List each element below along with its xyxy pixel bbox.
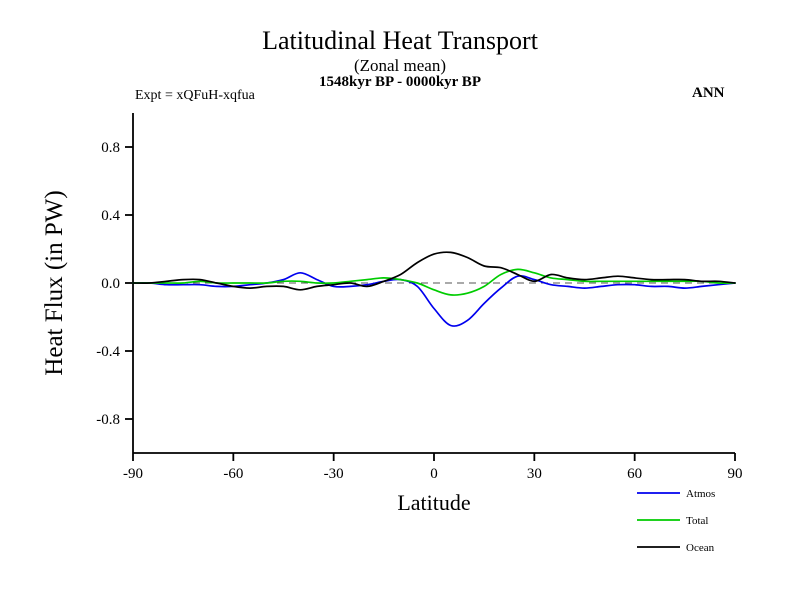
x-tick-label: 30 [527, 466, 542, 482]
y-tick-label: 0.0 [101, 276, 120, 292]
legend-label-ocean: Ocean [686, 542, 715, 554]
chart-subtitle-zonal-mean: (Zonal mean) [353, 56, 447, 75]
axes: -0.8 -0.4 0.0 0.4 0.8 -90 -60 -30 0 30 60 90 [96, 113, 743, 482]
y-tick-label: -0.4 [96, 344, 120, 360]
y-tick-label: 0.8 [101, 140, 120, 156]
legend-entry-ocean: Ocean [637, 542, 715, 554]
x-tick-label: -90 [123, 466, 143, 482]
x-tick-label: 60 [627, 466, 642, 482]
x-tick-label: -60 [223, 466, 243, 482]
x-tick-label: -30 [324, 466, 344, 482]
y-axis-label: Heat Flux (in PW) [41, 190, 68, 375]
x-tick-label: 0 [430, 466, 438, 482]
legend-entry-atmos: Atmos [637, 488, 715, 500]
experiment-label: Expt = xQFuH-xqfua [135, 88, 255, 103]
data-series [132, 251, 736, 327]
legend-entry-total: Total [637, 515, 708, 527]
legend-label-total: Total [686, 515, 708, 527]
y-tick-label: 0.4 [101, 208, 120, 224]
series-line-ocean [132, 251, 736, 291]
season-label: ANN [692, 85, 725, 101]
legend: Atmos Total Ocean [637, 488, 715, 554]
y-tick-label: -0.8 [96, 412, 120, 428]
x-axis-label: Latitude [397, 490, 470, 515]
series-line-total [132, 268, 736, 296]
chart-subtitle-period: 1548kyr BP - 0000kyr BP [319, 74, 481, 90]
x-tick-label: 90 [728, 466, 743, 482]
chart-title: Latitudinal Heat Transport [262, 26, 538, 55]
legend-label-atmos: Atmos [686, 488, 715, 500]
